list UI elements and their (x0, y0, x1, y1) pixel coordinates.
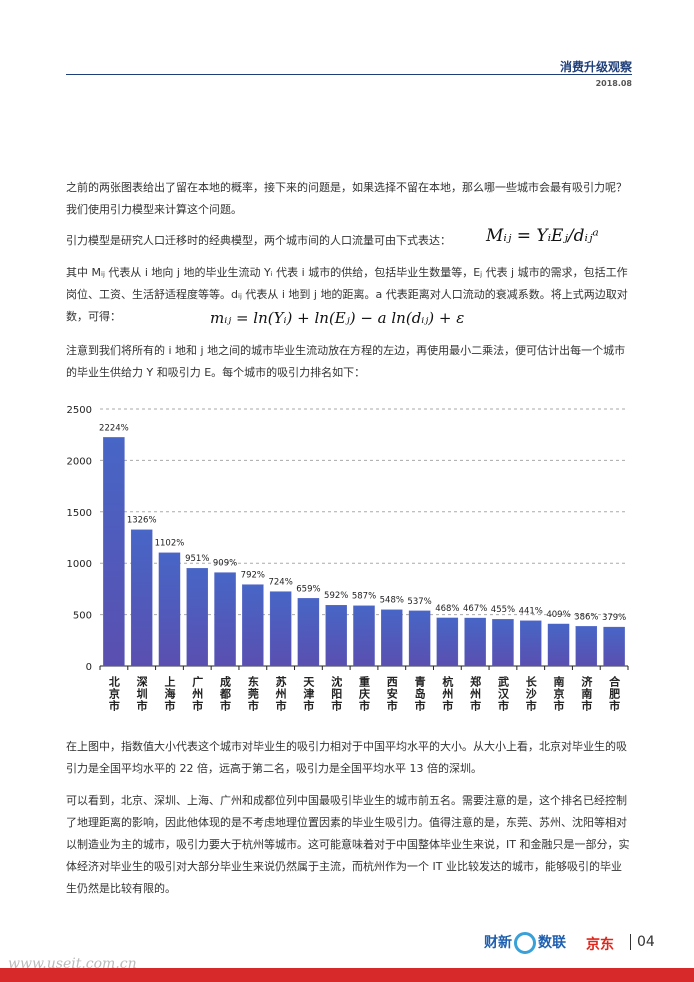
value-label: 792% (241, 571, 265, 581)
paragraph: 之前的两张图表给出了留在本地的概率，接下来的问题是，如果选择不留在本地，那么哪一… (66, 181, 627, 216)
value-label: 537% (407, 597, 431, 607)
bar (103, 437, 125, 667)
value-label: 2224% (99, 423, 129, 433)
y-tick-label: 2500 (67, 405, 92, 416)
x-tick-label: 合肥市 (608, 675, 621, 712)
bar (158, 552, 181, 667)
value-label: 441% (519, 607, 543, 617)
bar (492, 619, 514, 667)
value-label: 909% (213, 559, 237, 569)
paragraph: 其中 Mᵢⱼ 代表从 i 地向 j 地的毕业生流动 Yᵢ 代表 i 城市的供给，… (66, 266, 628, 323)
x-tick-label: 深圳市 (135, 675, 148, 712)
value-label: 951% (185, 554, 209, 564)
value-label: 409% (546, 610, 570, 620)
x-tick-label: 重庆市 (358, 675, 372, 712)
x-tick-label: 成都市 (219, 675, 233, 712)
paragraph: 注意到我们将所有的 i 地和 j 地之间的城市毕业生流动放在方程的左边，再使用最… (66, 344, 626, 379)
bar (325, 604, 347, 667)
x-tick-label: 西安市 (385, 676, 398, 712)
value-label: 467% (463, 604, 487, 614)
y-tick-label: 500 (73, 611, 92, 622)
bar (520, 620, 542, 667)
bottom-band (0, 968, 694, 982)
x-tick-label: 沈阳市 (330, 675, 343, 712)
x-tick-label: 武汉市 (496, 675, 509, 712)
formula: Mᵢⱼ = YᵢEⱼ/dᵢⱼᵃ (486, 226, 599, 246)
bar (269, 591, 292, 667)
header-date: 2018.08 (595, 79, 632, 88)
value-label: 379% (602, 613, 626, 623)
x-tick-label: 天津市 (302, 676, 315, 712)
y-tick-label: 2000 (67, 456, 92, 467)
bar (381, 609, 403, 667)
header-rule (66, 74, 632, 75)
header-title: 消费升级观察 (559, 60, 632, 74)
bar (575, 626, 598, 667)
bar (353, 605, 375, 667)
x-tick-label: 长沙市 (524, 675, 537, 712)
paragraph: 可以看到，北京、深圳、上海、广州和成都位列中国最吸引毕业生的城市前五名。需要注意… (66, 794, 630, 895)
value-label: 386% (574, 612, 598, 622)
paragraph: 在上图中，指数值大小代表这个城市对毕业生的吸引力相对于中国平均水平的大小。从大小… (66, 740, 627, 775)
chart: 0 500 1000 1500 2000 2500 北京市 2224% 深圳市 1326% 上海市 1… (67, 405, 629, 712)
value-label: 724% (268, 578, 292, 588)
logo-text: 数联 (538, 935, 566, 951)
x-tick-label: 北京市 (107, 675, 120, 712)
value-label: 455% (491, 605, 515, 615)
value-label: 468% (435, 604, 459, 614)
bar (186, 568, 208, 667)
watermark: www.useit.com.cn (8, 956, 137, 972)
bar (297, 598, 320, 667)
y-tick-label: 1000 (67, 559, 92, 570)
bar (214, 572, 236, 667)
bar (242, 584, 264, 667)
bar (547, 623, 570, 667)
x-tick-label: 上海市 (163, 675, 176, 712)
bar (603, 626, 625, 667)
formula: mᵢⱼ = ln(Yᵢ) + ln(Eⱼ) − a ln(dᵢⱼ) + ε (210, 309, 465, 327)
bar (464, 617, 486, 667)
bar (408, 610, 431, 667)
logo-circle (514, 932, 536, 954)
x-tick-label: 杭州市 (441, 675, 455, 712)
x-tick-label: 青岛市 (413, 675, 426, 712)
value-label: 1326% (127, 516, 157, 526)
paragraph: 引力模型是研究人口迁移时的经典模型，两个城市间的人口流量可由下式表达： (66, 234, 451, 247)
bar (436, 617, 459, 667)
value-label: 587% (352, 592, 376, 602)
logo-jd: 京东 (586, 937, 614, 953)
x-tick-label: 苏州市 (274, 675, 288, 712)
x-tick-label: 南京市 (552, 675, 565, 712)
value-label: 548% (380, 596, 404, 606)
value-label: 1102% (155, 539, 185, 549)
y-tick-label: 0 (86, 662, 92, 673)
x-tick-label: 广州市 (191, 675, 205, 712)
x-tick-label: 郑州市 (469, 675, 483, 712)
value-label: 592% (324, 591, 348, 601)
bar (130, 529, 153, 667)
x-tick-label: 济南市 (580, 675, 593, 712)
value-label: 659% (296, 584, 320, 594)
page-number: 04 (630, 934, 655, 950)
x-tick-label: 东莞市 (246, 675, 260, 712)
logo-text: 财新 (484, 935, 512, 951)
y-tick-label: 1500 (67, 508, 92, 519)
logo-caixin: 财新 数联 (484, 932, 566, 954)
